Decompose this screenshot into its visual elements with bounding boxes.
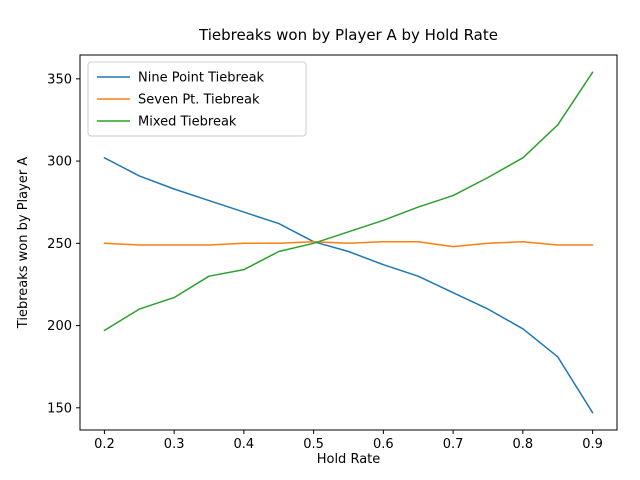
- series-line-nine-point-tiebreak: [103, 157, 594, 414]
- legend: Nine Point Tiebreak Seven Pt. Tiebreak Mix…: [87, 61, 307, 137]
- x-tick-label: 0.2: [94, 437, 115, 452]
- series-line-seven-pt-tiebreak: [103, 240, 594, 248]
- legend-entry-label: Nine Point Tiebreak: [138, 71, 265, 86]
- x-tick-label: 0.7: [443, 437, 464, 452]
- x-tick-label: 0.9: [582, 437, 603, 452]
- x-tick-label: 0.5: [303, 437, 324, 452]
- legend-entry-label: Mixed Tiebreak: [138, 115, 237, 130]
- x-tick-label: 0.3: [164, 437, 185, 452]
- legend-entry-label: Seven Pt. Tiebreak: [138, 93, 260, 108]
- y-axis-label: Tiebreaks won by Player A: [16, 157, 31, 329]
- y-tick-label: 200: [47, 319, 72, 334]
- x-tick-label: 0.8: [513, 437, 534, 452]
- axes-spines: [79, 54, 618, 431]
- legend-frame: [87, 61, 307, 137]
- y-tick-label: 350: [47, 72, 72, 87]
- y-tick-label: 300: [47, 155, 72, 170]
- x-tick-label: 0.4: [234, 437, 255, 452]
- series-line-mixed-tiebreak: [103, 71, 594, 332]
- chart-title: Tiebreaks won by Player A by Hold Rate: [198, 26, 498, 44]
- y-tick-label: 150: [47, 401, 72, 416]
- x-axis-label: Hold Rate: [317, 452, 381, 467]
- x-tick-label: 0.6: [373, 437, 394, 452]
- y-tick-label: 250: [47, 237, 72, 252]
